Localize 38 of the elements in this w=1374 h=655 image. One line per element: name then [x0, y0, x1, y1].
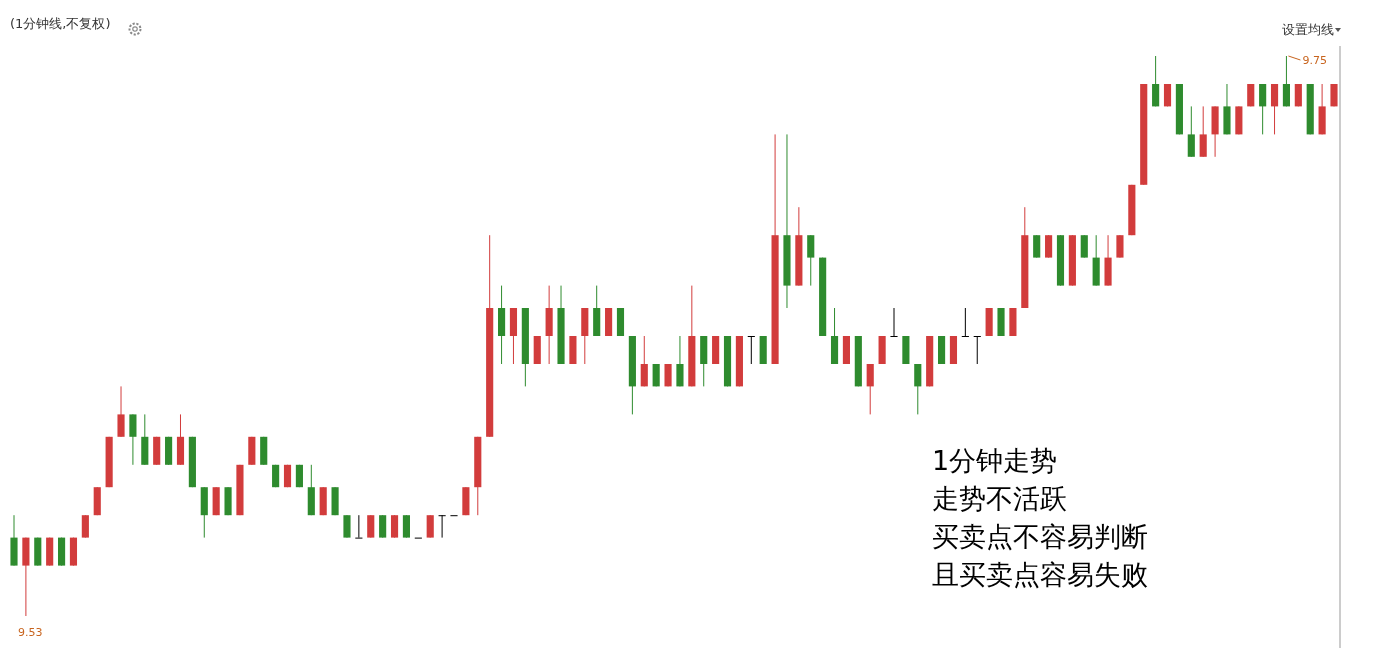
annotation: 9.75	[1302, 54, 1327, 67]
candlestick	[117, 385, 125, 438]
candlestick	[747, 335, 755, 365]
candlestick	[1045, 234, 1053, 259]
candlestick	[438, 514, 446, 539]
candlestick	[1270, 83, 1279, 135]
candlestick	[426, 514, 434, 539]
candlestick	[343, 514, 351, 539]
text: 设置均线	[1282, 22, 1334, 37]
annotation: 走势不活跃	[932, 483, 1067, 514]
text: 9.53	[17, 626, 43, 639]
candlestick	[379, 514, 387, 539]
candlestick	[890, 307, 898, 337]
candlestick	[1187, 105, 1195, 158]
annotation: 买卖点不容易判断	[932, 521, 1148, 552]
candlestick	[367, 514, 375, 539]
candlestick	[355, 514, 363, 539]
candlestick	[676, 335, 684, 387]
candlestick	[1282, 55, 1290, 107]
candlestick	[1259, 83, 1267, 135]
candlestick	[129, 413, 137, 466]
candlestick	[640, 335, 648, 387]
candlestick	[961, 307, 969, 337]
candlestick	[81, 514, 89, 539]
chart-title: (1分钟线,不复权)	[10, 16, 111, 31]
annotation: 1分钟走势	[932, 445, 1058, 476]
candlestick	[914, 363, 922, 415]
candlestick	[1033, 234, 1041, 259]
candlestick	[807, 234, 815, 287]
candlestick	[1152, 55, 1160, 107]
candlestick	[973, 335, 981, 365]
candlestick	[1116, 234, 1124, 259]
candlestick	[1080, 234, 1088, 259]
candlestick	[402, 514, 410, 539]
candlestick	[866, 363, 874, 415]
annotation: 且买卖点容易失败	[932, 559, 1148, 590]
candlestick	[390, 514, 399, 539]
candlestick	[1199, 105, 1207, 158]
